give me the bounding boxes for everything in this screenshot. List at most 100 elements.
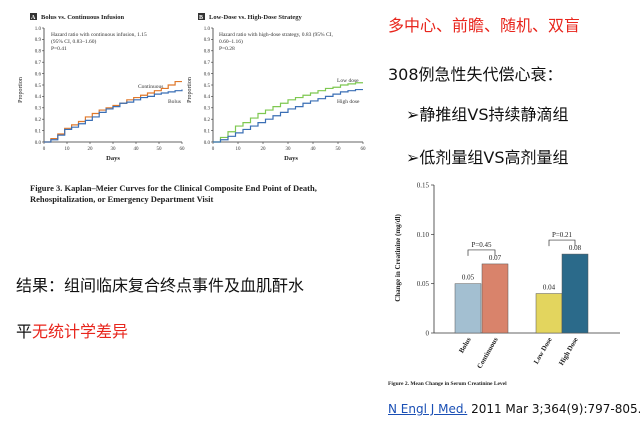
- x-tick-label: 20: [88, 147, 94, 152]
- comparison-item-2: ➢低剂量组VS高剂量组: [406, 144, 569, 168]
- panel-a-letter: A: [31, 15, 36, 21]
- y-tick-label: 0.9: [204, 38, 211, 43]
- panel-a-xlabel: Days: [106, 155, 120, 162]
- x-tick-label: 40: [134, 147, 140, 152]
- panel-b-hazard-line1: Hazard ratio with high-dose strategy, 0.…: [219, 31, 334, 38]
- bar-value-label: 0.04: [543, 284, 556, 292]
- y-tick-label: 0.4: [35, 95, 42, 100]
- legend-low-dose: Low dose: [337, 78, 359, 84]
- comparison-label-2: 低剂量组VS高剂量组: [419, 148, 569, 167]
- result-no-significance: 无统计学差异: [32, 322, 129, 341]
- bar-category-label: Bolus: [457, 336, 472, 355]
- x-tick-label: 10: [65, 147, 71, 152]
- y-tick-label: 0.8: [35, 50, 42, 55]
- panel-b-axes: 0.0 0.1 0.2 0.3 0.4 0.5 0.6 0.7 0.8 0.9 1.0 0 10 20 30…: [204, 27, 366, 152]
- comparison-label-1: 静推组VS持续静滴组: [419, 105, 569, 124]
- x-tick-label: 30: [111, 147, 117, 152]
- km-caption-line2: Rehospitalization, or Emergency Departme…: [30, 193, 214, 204]
- x-tick-label: 60: [361, 147, 367, 152]
- bar-marks: 0.05 Bolus 0.07 Continuous 0.04 Low Dose 0.08 H…: [454, 231, 589, 370]
- comparison-bracket: [548, 239, 576, 247]
- bar-figure-caption: Figure 2. Mean Change in Serum Creatinin…: [388, 381, 507, 387]
- panel-b-pvalue: P=0.28: [219, 46, 235, 52]
- bar-category-label: Continuous: [475, 336, 499, 370]
- panel-b-marker: [198, 13, 205, 20]
- bar-y-tick-label: 0.15: [417, 182, 430, 190]
- panel-a-ylabel: Proportion: [18, 77, 24, 103]
- patients-summary: 308例急性失代偿心衰：: [388, 65, 563, 84]
- bar: [535, 293, 563, 334]
- y-tick-label: 0.9: [35, 38, 42, 43]
- panel-b-hazard-line2: 0.60–1.16): [219, 38, 243, 45]
- bar: [454, 283, 482, 334]
- result-line-1: 结果：组间临床复合终点事件及血肌酐水: [16, 276, 305, 295]
- arrow-bullet-icon: ➢: [406, 148, 420, 167]
- legend-bolus: Bolus: [168, 99, 181, 105]
- panel-b-lines: [213, 82, 363, 143]
- km-caption-line1: Figure 3. Kaplan–Meier Curves for the Cl…: [30, 183, 317, 193]
- y-tick-label: 0.1: [204, 129, 211, 134]
- y-tick-label: 0.0: [35, 141, 42, 146]
- panel-b-letter: B: [199, 15, 203, 21]
- bar-y-tick-label: 0.05: [417, 280, 430, 288]
- km-panel-a: A Bolus vs. Continuous Infusion Hazard r…: [18, 13, 185, 162]
- bar-ylabel: Change in Creatinine (mg/dl): [394, 214, 402, 302]
- y-tick-label: 0.8: [204, 50, 211, 55]
- bar: [481, 263, 509, 334]
- x-tick-label: 50: [336, 147, 342, 152]
- y-tick-label: 0.7: [35, 61, 42, 66]
- y-tick-label: 0.6: [35, 72, 42, 77]
- panel-a-hazard-line2: (95% CI, 0.83–1.60): [51, 38, 97, 45]
- panel-a-axes: 0.0 0.1 0.2 0.3 0.4 0.5 0.6 0.7 0.8 0.9 1.0 0 10 20 30…: [35, 27, 185, 152]
- bar-y-tick-label: 0.10: [417, 231, 430, 239]
- creatinine-bar-chart: Change in Creatinine (mg/dl) 0 0.05 0.10 0.…: [394, 182, 620, 370]
- panel-a-pvalue: P=0.41: [51, 46, 67, 52]
- y-tick-label: 0.5: [204, 84, 211, 89]
- x-tick-label: 60: [180, 147, 186, 152]
- y-tick-label: 1.0: [204, 27, 211, 32]
- km-series-line: [213, 88, 363, 143]
- bar-category-label: High Dose: [557, 336, 579, 367]
- y-tick-label: 0.6: [204, 72, 211, 77]
- comparison-p-value: P=0.21: [552, 231, 573, 239]
- panel-a-hazard-line1: Hazard ratio with continuous infusion, 1…: [51, 31, 147, 38]
- x-tick-label: 40: [311, 147, 317, 152]
- panel-a-marker: [30, 13, 37, 20]
- y-tick-label: 0.7: [204, 61, 211, 66]
- legend-continuous: Continuous: [138, 84, 163, 90]
- bar-y-tick-label: 0: [426, 330, 430, 338]
- comparison-item-1: ➢静推组VS持续静滴组: [406, 101, 569, 125]
- y-tick-label: 0.1: [35, 129, 42, 134]
- bar-value-label: 0.07: [489, 254, 502, 262]
- x-tick-label: 0: [43, 147, 46, 152]
- x-tick-label: 20: [261, 147, 267, 152]
- x-tick-label: 30: [286, 147, 292, 152]
- bar: [561, 253, 589, 334]
- km-series-line: [213, 82, 363, 143]
- panel-b-xlabel: Days: [284, 155, 298, 162]
- km-panel-b: B Low-Dose vs. High-Dose Strategy Hazard…: [187, 13, 366, 162]
- panel-a-title: Bolus vs. Continuous Infusion: [41, 14, 124, 21]
- y-tick-label: 0.0: [204, 141, 211, 146]
- x-tick-label: 50: [157, 147, 163, 152]
- y-tick-label: 0.5: [35, 84, 42, 89]
- panel-b-title: Low-Dose vs. High-Dose Strategy: [209, 14, 303, 21]
- slide-headline: 多中心、前瞻、随机、双盲: [388, 16, 581, 35]
- km-figure-caption: Figure 3. Kaplan–Meier Curves for the Cl…: [30, 183, 360, 204]
- panel-a-lines: [44, 80, 183, 143]
- bar-value-label: 0.08: [569, 244, 582, 252]
- x-tick-label: 0: [212, 147, 215, 152]
- comparison-p-value: P=0.45: [471, 241, 492, 249]
- legend-high-dose: High dose: [337, 99, 360, 105]
- panel-b-ylabel: Proportion: [187, 77, 193, 103]
- bar-category-label: Low Dose: [532, 336, 554, 365]
- citation-journal-link[interactable]: N Engl J Med.: [388, 402, 468, 416]
- comparison-bracket: [467, 249, 496, 256]
- result-line-2-prefix: 平: [16, 322, 33, 341]
- bar-axes: 0 0.05 0.10 0.15: [417, 182, 620, 338]
- result-line-2: 平无统计学差异: [16, 318, 128, 342]
- citation: N Engl J Med. 2011 Mar 3;364(9):797-805.: [388, 402, 640, 416]
- bar-value-label: 0.05: [462, 274, 475, 282]
- arrow-bullet-icon: ➢: [406, 105, 420, 124]
- citation-details: 2011 Mar 3;364(9):797-805.: [467, 402, 640, 416]
